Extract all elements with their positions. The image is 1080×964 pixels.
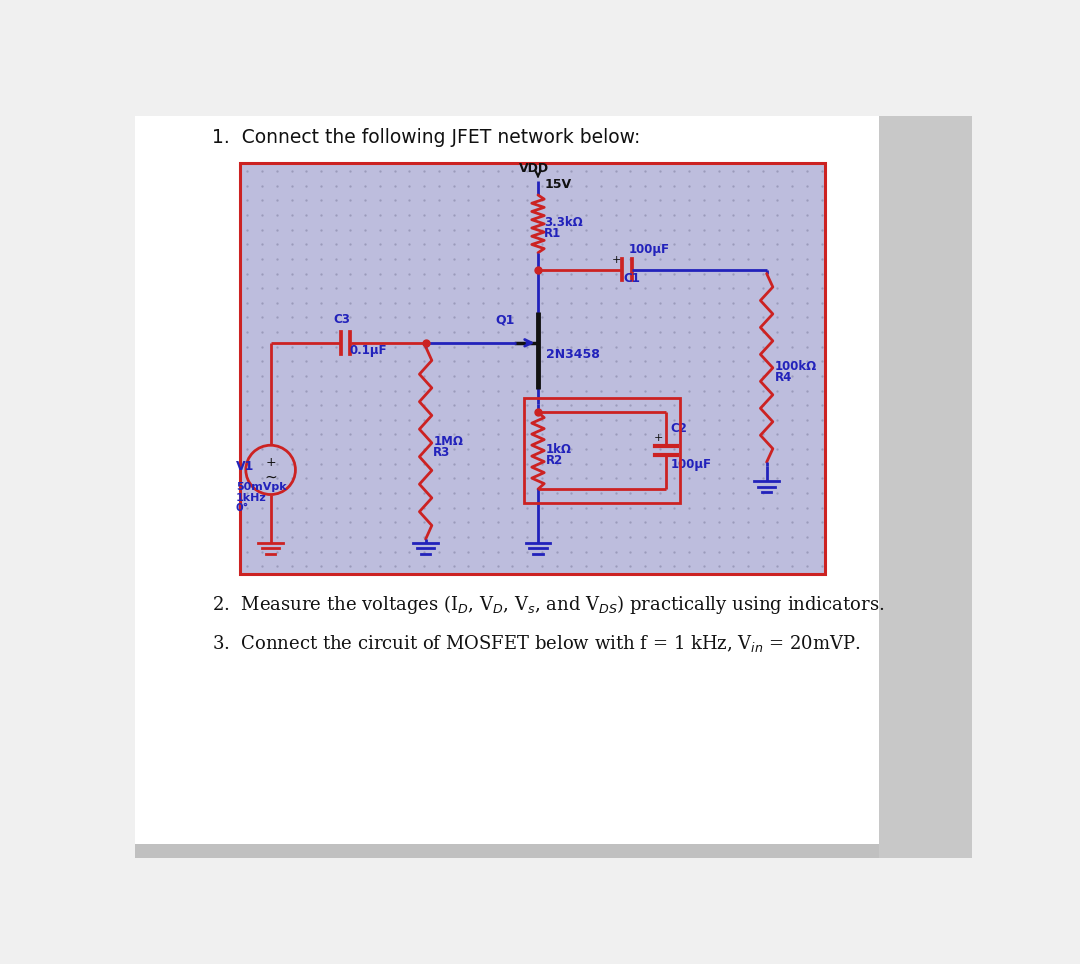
Text: 0°: 0° [235,503,249,514]
Text: 1kHz: 1kHz [235,493,267,502]
Text: C1: C1 [623,272,640,285]
Text: R1: R1 [544,227,562,240]
Text: C2: C2 [671,422,687,435]
Text: Q1: Q1 [496,313,515,326]
FancyBboxPatch shape [240,164,825,574]
FancyBboxPatch shape [135,116,879,858]
Text: R4: R4 [774,370,792,384]
Text: ~: ~ [265,470,276,485]
Text: +: + [653,433,663,443]
FancyBboxPatch shape [879,116,972,858]
Text: 1MΩ: 1MΩ [433,435,463,448]
Text: +: + [266,456,275,469]
Text: R2: R2 [545,454,563,467]
Text: +: + [611,255,621,265]
Text: 0.1μF: 0.1μF [350,344,387,357]
Text: 2.  Measure the voltages (I$_{D}$, V$_{D}$, V$_{s}$, and V$_{DS}$) practically u: 2. Measure the voltages (I$_{D}$, V$_{D}… [213,593,885,616]
Text: V1: V1 [235,460,254,472]
Text: 100μF: 100μF [629,243,670,255]
Text: VDD: VDD [519,162,550,175]
Text: 1.  Connect the following JFET network below:: 1. Connect the following JFET network be… [213,128,640,147]
Text: 2N3458: 2N3458 [545,348,599,361]
Text: 1kΩ: 1kΩ [545,442,571,456]
Text: 100kΩ: 100kΩ [774,360,816,373]
Text: 3.3kΩ: 3.3kΩ [544,216,583,228]
FancyBboxPatch shape [135,844,879,858]
Text: R3: R3 [433,446,450,459]
Text: 3.  Connect the circuit of MOSFET below with f = 1 kHz, V$_{in}$ = 20mVP.: 3. Connect the circuit of MOSFET below w… [213,632,861,654]
Text: 15V: 15V [544,178,571,192]
Text: 100μF: 100μF [671,458,712,471]
Text: 50mVpk: 50mVpk [235,482,286,492]
Text: C3: C3 [334,313,350,326]
